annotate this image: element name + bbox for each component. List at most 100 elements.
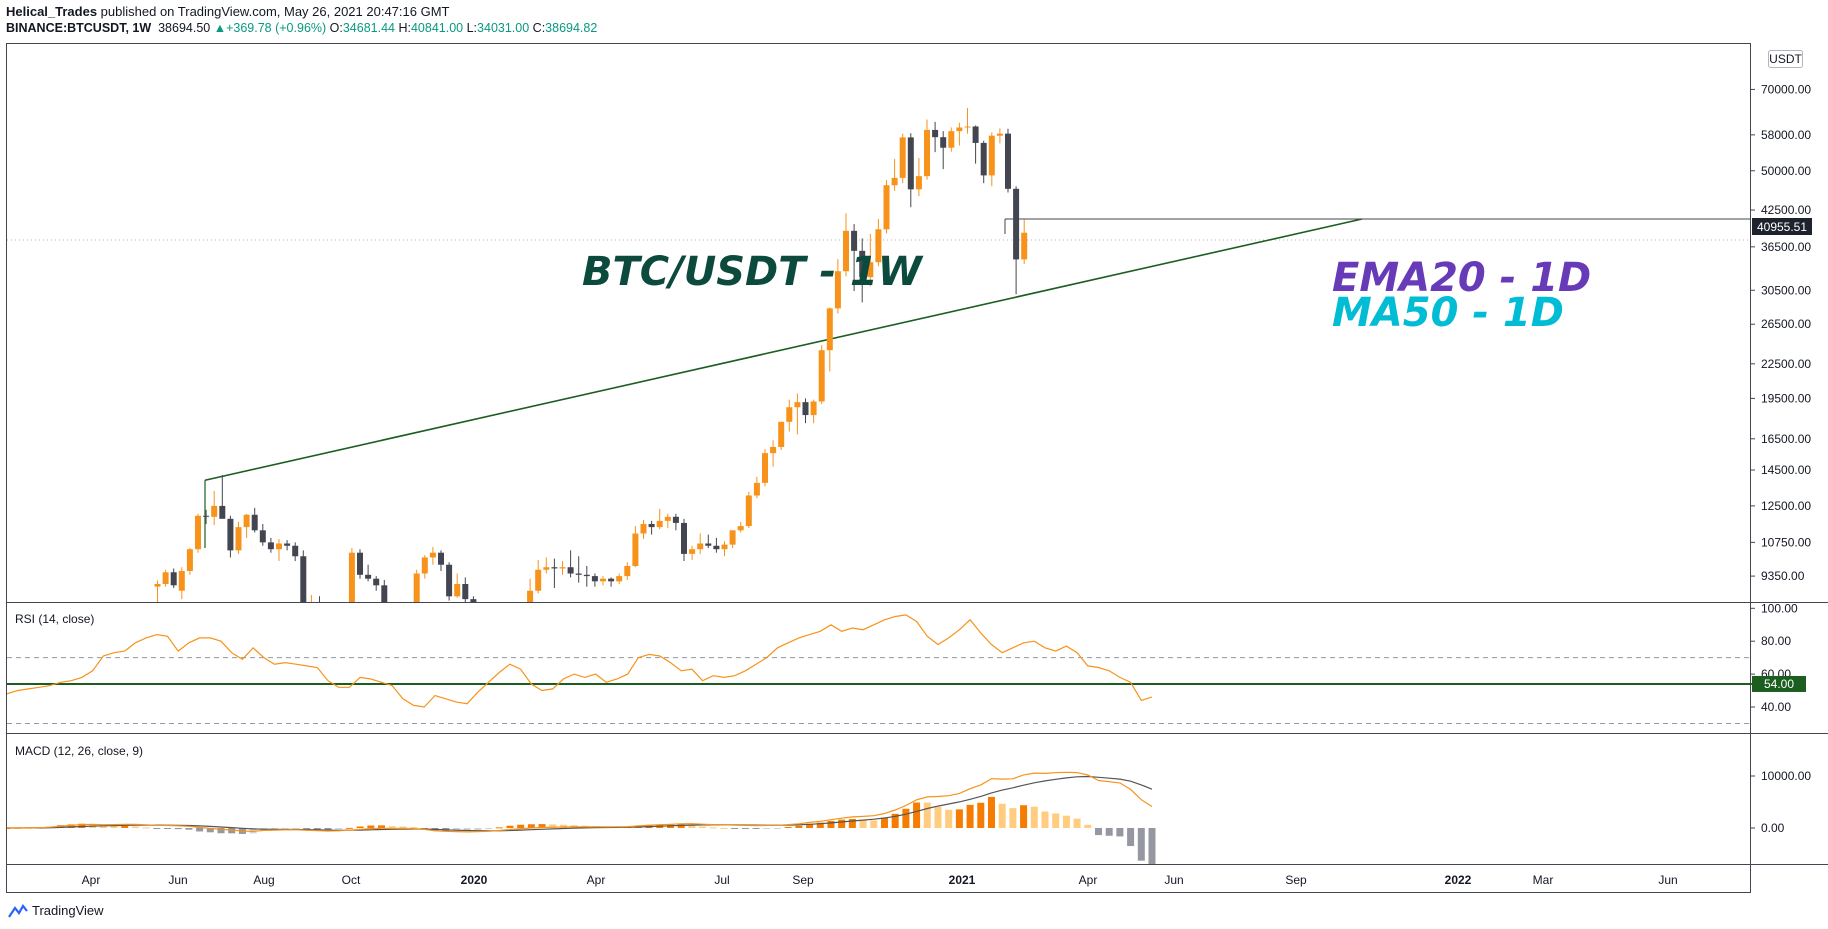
macd-hist-bar <box>699 826 707 828</box>
candle <box>519 618 525 649</box>
price-axis[interactable]: 70000.00 58000.00 50000.00 42500.00 36500.00… <box>1750 82 1811 583</box>
brand-name: TradingView <box>32 903 104 918</box>
candle-body <box>527 590 534 602</box>
candle-body <box>640 523 647 534</box>
candle-body <box>559 567 566 569</box>
candle <box>429 546 436 565</box>
candle <box>267 537 274 553</box>
macd-hist-bar <box>741 828 749 829</box>
candle-body <box>341 629 347 656</box>
price-tick-label: 30500.00 <box>1761 283 1811 297</box>
last-price: 38694.50 <box>158 21 211 35</box>
candle-body <box>1021 232 1028 260</box>
time-tick-label: 2020 <box>461 873 488 887</box>
rsi-level-tag <box>1752 675 1806 692</box>
macd-hist-bar <box>67 824 75 828</box>
macd-hist-bar <box>880 817 888 828</box>
candle <box>462 577 469 602</box>
low-label: L: <box>466 21 478 35</box>
candle <box>867 233 874 287</box>
candle <box>794 393 801 435</box>
macd-hist-bar <box>303 828 311 830</box>
candle <box>745 491 752 529</box>
candle <box>186 548 193 575</box>
time-tick-label: Aug <box>253 873 274 887</box>
candle <box>818 345 825 405</box>
footer-brand[interactable]: TradingView <box>8 903 104 918</box>
macd-hist-bar <box>196 828 204 832</box>
time-tick-label: Mar <box>1533 873 1554 887</box>
candle <box>479 639 485 781</box>
trendlines[interactable] <box>204 218 1828 549</box>
candle-body <box>753 482 760 496</box>
candle-body <box>1005 133 1011 189</box>
candle-series[interactable] <box>154 107 1028 781</box>
candle-body <box>470 599 477 602</box>
candle <box>551 558 558 589</box>
candle-body <box>883 185 890 230</box>
candle-body <box>162 572 169 584</box>
time-axis[interactable]: Apr Jun Aug Oct 2020 Apr Jul Sep 2021 Apr Jun Sep 20… <box>82 873 1678 887</box>
price-tick-label: 36500.00 <box>1761 240 1811 254</box>
time-tick-label: 2021 <box>949 873 976 887</box>
macd-hist-bar <box>688 824 696 828</box>
author-name[interactable]: Helical_Trades <box>6 4 98 19</box>
candle-body <box>624 565 631 577</box>
ema-annotation: EMA20 - 1D <box>1332 255 1591 301</box>
candle <box>276 539 282 562</box>
current-price-tag <box>1752 218 1812 235</box>
candle <box>640 519 647 540</box>
candle <box>753 476 760 499</box>
macd-hist-bar <box>281 828 289 829</box>
candle <box>178 567 185 600</box>
candle <box>737 521 744 533</box>
candle <box>616 573 623 584</box>
price-tick-label: 14500.00 <box>1761 463 1811 477</box>
symbol-label[interactable]: BINANCE:BTCUSDT, 1W <box>6 21 152 35</box>
candle <box>924 119 930 180</box>
candle-body <box>406 606 412 636</box>
candle-body <box>251 514 258 531</box>
macd-line <box>7 771 1153 833</box>
candle-body <box>721 544 728 550</box>
candle <box>535 559 542 594</box>
candle <box>365 564 372 582</box>
macd-hist-bar <box>1052 813 1060 828</box>
macd-hist-bar <box>752 828 760 829</box>
macd-hist-bar <box>1137 828 1145 861</box>
candle <box>251 507 258 533</box>
candle-body <box>689 549 696 554</box>
time-tick-label: Jun <box>1164 873 1183 887</box>
price-tick-label: 50000.00 <box>1761 164 1811 178</box>
candle-body <box>543 567 550 570</box>
candle-body <box>810 401 817 416</box>
macd-hist-bar <box>271 828 279 830</box>
candle <box>632 526 639 568</box>
open-label: O: <box>329 21 343 35</box>
macd-hist-bar <box>945 809 953 828</box>
candle <box>980 140 987 184</box>
candle <box>357 549 363 579</box>
price-tick-label: 12500.00 <box>1761 499 1811 513</box>
macd-histogram <box>7 796 1156 864</box>
macd-hist-bar <box>356 826 364 828</box>
candle-body <box>737 526 744 531</box>
macd-hist-bar <box>1148 828 1156 864</box>
candle <box>851 224 858 292</box>
candle <box>948 127 955 152</box>
candle-body <box>762 453 768 483</box>
candle <box>373 576 380 591</box>
macd-hist-bar <box>816 822 824 828</box>
unit-badge[interactable] <box>1768 50 1803 68</box>
candle-body <box>818 350 825 402</box>
candle-body <box>284 543 291 546</box>
low-value: 34031.00 <box>477 21 530 35</box>
macd-hist-bar <box>870 820 878 828</box>
macd-hist-bar <box>1041 811 1049 828</box>
time-tick-label: 2022 <box>1445 873 1472 887</box>
candle <box>527 578 534 602</box>
candle <box>915 158 922 197</box>
macd-hist-bar <box>217 828 225 834</box>
